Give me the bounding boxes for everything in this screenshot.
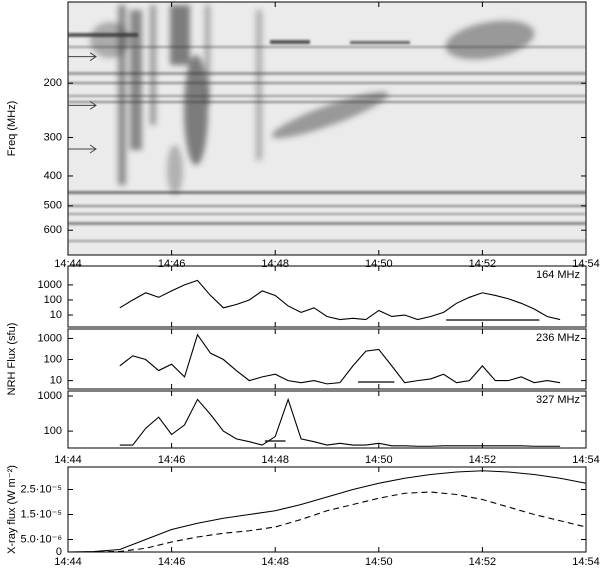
panel-label: 327 MHz xyxy=(536,394,580,406)
data-line xyxy=(119,333,561,385)
x-tick-label: 14:48 xyxy=(261,556,289,568)
x-tick-label: 14:48 xyxy=(261,258,289,270)
plot-frame xyxy=(67,466,587,553)
y-tick-label: 5.0·10⁻⁶ xyxy=(20,533,62,545)
spectrogram-image xyxy=(68,2,586,255)
panel-label: 236 MHz xyxy=(536,332,580,344)
y-tick-label: 100 xyxy=(44,353,62,365)
y-tick-label: 0 xyxy=(56,546,62,558)
y-tick-label: 300 xyxy=(44,131,62,143)
y-tick-label: 1000 xyxy=(38,279,62,291)
data-line xyxy=(67,470,587,553)
x-tick-label: 14:52 xyxy=(469,454,497,466)
x-tick-label: 14:46 xyxy=(158,556,186,568)
y-axis-label: X-ray flux (W m⁻²) xyxy=(6,465,18,554)
plot-frame xyxy=(67,328,587,390)
x-tick-label: 14:46 xyxy=(158,258,186,270)
y-tick-label: 1000 xyxy=(38,390,62,402)
y-tick-label: 100 xyxy=(44,294,62,306)
x-tick-label: 14:46 xyxy=(158,454,186,466)
y-tick-label: 2.5·10⁻⁵ xyxy=(20,483,62,495)
y-tick-label: 400 xyxy=(44,170,62,182)
arrow xyxy=(68,100,97,110)
y-tick-label: 1.5·10⁻⁵ xyxy=(20,508,62,520)
y-tick-label: 500 xyxy=(44,200,62,212)
data-line xyxy=(119,279,561,321)
x-tick-label: 14:44 xyxy=(54,556,82,568)
y-tick-label: 100 xyxy=(44,425,62,437)
plot-frame xyxy=(67,390,587,449)
arrow xyxy=(68,52,97,62)
y-tick-label: 200 xyxy=(44,77,62,89)
x-tick-label: 14:54 xyxy=(572,258,600,270)
x-tick-label: 14:44 xyxy=(54,258,82,270)
plot-frame xyxy=(67,1,587,256)
x-tick-label: 14:44 xyxy=(54,454,82,466)
x-tick-label: 14:54 xyxy=(572,556,600,568)
x-tick-label: 14:50 xyxy=(365,454,393,466)
data-line xyxy=(119,397,561,447)
y-axis-label: Freq (MHz) xyxy=(6,101,18,157)
y-tick-label: 600 xyxy=(44,224,62,236)
data-line xyxy=(68,491,587,553)
y-tick-label: 1000 xyxy=(38,332,62,344)
x-tick-label: 14:52 xyxy=(469,556,497,568)
x-tick-label: 14:52 xyxy=(469,258,497,270)
y-axis-label: NRH Flux (sfu) xyxy=(6,323,18,396)
plot-frame xyxy=(67,265,587,328)
arrow xyxy=(68,144,97,154)
y-tick-label: 10 xyxy=(50,309,62,321)
x-tick-label: 14:48 xyxy=(261,454,289,466)
x-tick-label: 14:50 xyxy=(365,258,393,270)
y-tick-label: 10 xyxy=(50,375,62,387)
x-tick-label: 14:54 xyxy=(572,454,600,466)
panel-label: 164 MHz xyxy=(536,269,580,281)
x-tick-label: 14:50 xyxy=(365,556,393,568)
